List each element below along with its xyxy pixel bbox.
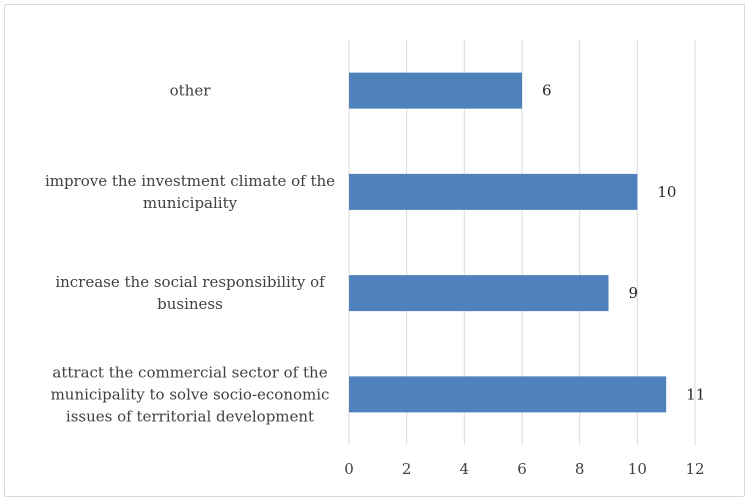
category-labels: attract the commercial sector of the muni…: [45, 82, 335, 426]
x-tick-label: 0: [344, 460, 354, 478]
x-tick-label: 4: [460, 460, 470, 478]
x-tick-label: 12: [685, 460, 704, 478]
category-label-line: increase the social responsibility of: [55, 273, 326, 291]
data-label: 9: [629, 284, 639, 302]
data-label: 10: [657, 183, 676, 201]
x-tick-label: 6: [517, 460, 527, 478]
category-label-line: municipality: [143, 194, 238, 212]
category-label: improve the investment climate of the mun…: [45, 172, 335, 212]
category-label-line: other: [170, 82, 212, 100]
category-label-line: attract the commercial sector of the: [52, 363, 327, 381]
category-label-line: issues of territorial development: [66, 407, 314, 425]
data-labels: 11 9 10 6: [542, 82, 705, 404]
x-tick-label: 8: [575, 460, 585, 478]
bar: [349, 173, 638, 210]
x-tick-label: 10: [628, 460, 647, 478]
bar: [349, 275, 609, 312]
x-tick-labels: 0 2 4 6 8 10 12: [344, 460, 704, 478]
category-label-line: improve the investment climate of the: [45, 172, 335, 190]
bar: [349, 72, 522, 109]
x-tick-label: 2: [402, 460, 412, 478]
category-label-line: municipality to solve socio-economic: [51, 385, 330, 403]
category-label: increase the social responsibility of bus…: [55, 273, 326, 313]
bars: [349, 72, 667, 413]
data-label: 6: [542, 82, 552, 100]
data-label: 11: [686, 385, 705, 403]
bar: [349, 376, 667, 413]
category-label-line: business: [157, 295, 223, 313]
category-label: attract the commercial sector of the muni…: [51, 363, 330, 425]
category-label: other: [170, 82, 212, 100]
